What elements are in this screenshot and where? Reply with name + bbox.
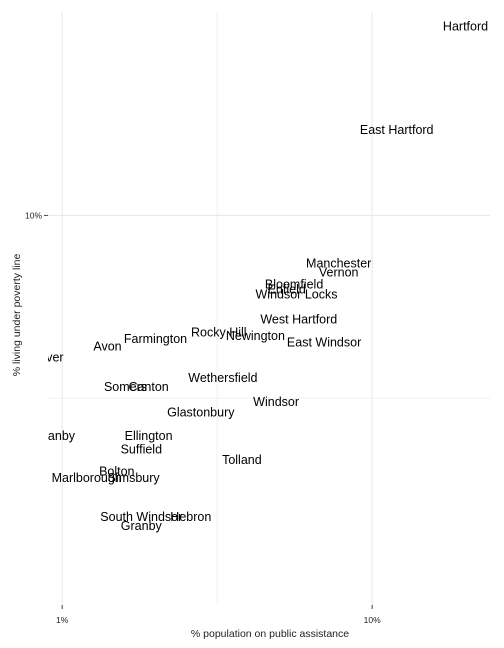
point-label: Somers xyxy=(104,380,147,394)
point-label: Wethersfield xyxy=(188,371,257,385)
y-tick-label: 10% xyxy=(25,210,42,220)
point-label: Canton xyxy=(128,380,168,394)
point-label: Marlborough xyxy=(52,471,122,485)
point-label: Bolton xyxy=(99,465,134,479)
point-label: Manchester xyxy=(306,257,371,271)
point-label: Hartford xyxy=(443,19,488,33)
point-label: Hebron xyxy=(170,510,211,524)
point-label: Granby xyxy=(121,519,163,533)
point-label: Newington xyxy=(226,329,285,343)
point-label: West Hartford xyxy=(260,313,337,327)
point-label: Glastonbury xyxy=(167,406,235,420)
y-axis-label: % living under poverty line xyxy=(11,254,23,377)
point-label: Suffield xyxy=(121,442,163,456)
point-label: Enfield xyxy=(268,282,306,296)
grid-lines xyxy=(48,12,490,605)
point-label: East Windsor xyxy=(287,336,361,350)
point-label: Farmington xyxy=(124,332,187,346)
x-axis-label: % population on public assistance xyxy=(191,628,349,640)
point-label: Tolland xyxy=(222,453,262,467)
point-label: East Hartford xyxy=(360,123,434,137)
axis-ticks: 1% 10% 10% xyxy=(25,210,381,625)
town-labels: Hartford East Hartford ManchesterVernonBlo… xyxy=(6,19,488,533)
point-label: Rocky Hill xyxy=(191,326,247,340)
point-label: Windsor xyxy=(253,395,299,409)
point-label: Vernon xyxy=(319,266,359,280)
point-label: Bloomfield xyxy=(265,277,323,291)
point-label: East Granby xyxy=(6,429,76,443)
x-tick-label: 10% xyxy=(364,615,381,625)
point-label: Avon xyxy=(93,339,121,353)
point-label: Simsbury xyxy=(108,471,161,485)
point-label: South Windsor xyxy=(100,510,182,524)
point-label: Ellington xyxy=(125,429,173,443)
point-label: Andover xyxy=(17,351,64,365)
x-tick-label: 1% xyxy=(56,615,69,625)
point-label: Windsor Locks xyxy=(256,287,338,301)
